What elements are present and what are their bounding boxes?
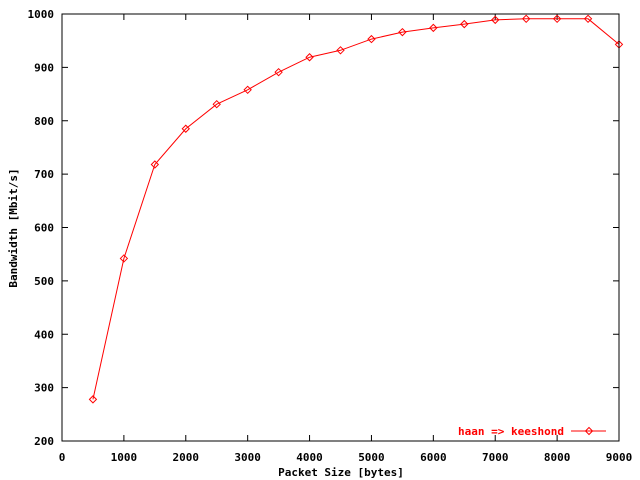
x-tick-label: 5000 <box>358 451 385 464</box>
data-point <box>521 14 531 24</box>
series-line <box>92 18 620 400</box>
y-tick-label: 400 <box>34 328 54 341</box>
y-tick-label: 700 <box>34 168 54 181</box>
tick-labels: 0 1000 2000 3000 4000 5000 6000 7000 8000 9000 200… <box>28 8 633 464</box>
x-axis-label: Packet Size [bytes] <box>278 466 404 479</box>
x-tick-label: 1000 <box>111 451 138 464</box>
y-tick-label: 600 <box>34 222 54 235</box>
data-point <box>150 160 160 169</box>
y-tick-label: 500 <box>34 275 54 288</box>
y-tick-label: 900 <box>34 61 54 74</box>
data-point <box>367 34 376 44</box>
series-layer <box>88 14 624 404</box>
y-tick-label: 200 <box>34 435 54 448</box>
data-point <box>552 14 562 24</box>
data-point <box>243 85 252 94</box>
x-tick-label: 4000 <box>296 451 323 464</box>
y-tick-label: 800 <box>34 115 54 128</box>
data-point <box>460 19 469 29</box>
data-point <box>212 99 221 109</box>
data-point <box>336 46 345 55</box>
legend-marker-sample <box>584 426 594 436</box>
x-tick-label: 7000 <box>482 451 509 464</box>
x-tick-label: 2000 <box>173 451 200 464</box>
data-point <box>429 23 438 33</box>
data-point <box>181 124 190 133</box>
x-tick-label: 3000 <box>234 451 261 464</box>
x-tick-label: 9000 <box>606 451 633 464</box>
legend-label: haan => keeshond <box>458 425 564 438</box>
data-point <box>398 27 407 37</box>
data-point <box>119 254 129 263</box>
x-tick-label: 0 <box>59 451 66 464</box>
y-tick-label: 1000 <box>28 8 55 21</box>
y-axis-label: Bandwidth [Mbit/s] <box>7 168 20 287</box>
data-point <box>274 67 283 77</box>
y-tick-label: 300 <box>34 382 54 395</box>
x-tick-label: 8000 <box>544 451 571 464</box>
data-point <box>491 15 500 25</box>
data-point <box>88 395 98 404</box>
legend: haan => keeshond <box>458 425 606 438</box>
x-tick-label: 6000 <box>420 451 447 464</box>
plot-frame <box>61 13 620 442</box>
data-point <box>583 14 593 24</box>
axis-ticks <box>61 13 620 442</box>
data-point <box>305 53 314 62</box>
